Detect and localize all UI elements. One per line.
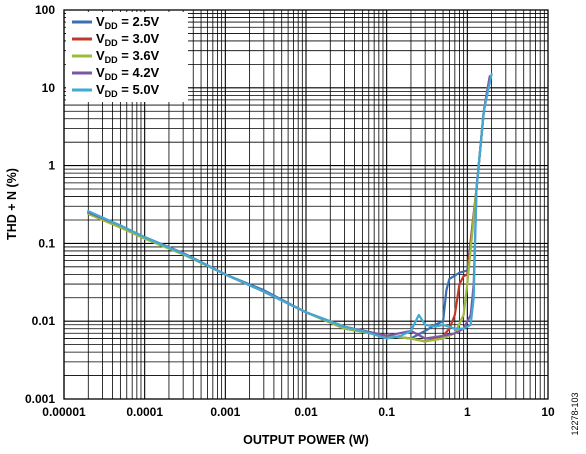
y-tick-label: 0.001 [25,392,55,406]
x-tick-label: 1 [464,405,471,419]
legend-entry: VDD = 4.2V [96,65,160,82]
legend-entry: VDD = 2.5V [96,14,160,31]
y-tick-labels: 0.001 0.01 0.1 1 10 100 [25,3,55,406]
x-axis-label: OUTPUT POWER (W) [243,433,369,447]
y-tick-label: 10 [42,81,56,95]
x-tick-label: 10 [541,405,555,419]
series-lines [87,72,493,343]
x-tick-label: 0.01 [294,405,318,419]
y-axis-label: THD + N (%) [5,168,19,240]
y-tick-label: 100 [35,3,55,17]
series-line-vdd-5-0v [87,72,493,340]
legend-entry: VDD = 3.6V [96,48,160,65]
x-tick-label: 0.001 [210,405,240,419]
y-tick-label: 0.01 [32,314,56,328]
x-tick-labels: 0.00001 0.0001 0.001 0.01 0.1 1 10 [42,405,555,419]
figure-id: 12278-103 [570,392,580,435]
x-tick-label: 0.0001 [126,405,163,419]
legend-entry: VDD = 3.0V [96,31,160,48]
x-tick-label: 0.00001 [42,405,86,419]
y-tick-label: 1 [48,159,55,173]
y-tick-label: 0.1 [38,236,55,250]
legend-entry: VDD = 5.0V [96,82,160,99]
x-tick-label: 0.1 [378,405,395,419]
plot-frame [63,9,549,400]
